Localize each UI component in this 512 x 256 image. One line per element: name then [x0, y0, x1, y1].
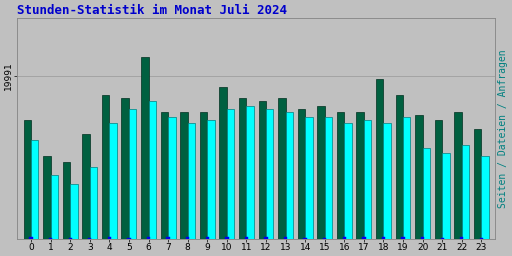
Bar [259, 101, 266, 256]
Bar [147, 237, 150, 239]
Bar [227, 109, 234, 256]
Bar [90, 167, 97, 256]
Bar [127, 238, 131, 239]
Bar [129, 109, 136, 256]
Bar [278, 98, 286, 256]
Bar [82, 134, 90, 256]
Bar [401, 238, 404, 239]
Bar [403, 118, 411, 256]
Bar [63, 162, 70, 256]
Bar [206, 237, 209, 239]
Bar [323, 238, 326, 239]
Bar [188, 123, 195, 256]
Bar [454, 112, 462, 256]
Bar [24, 120, 31, 256]
Bar [166, 237, 170, 239]
Bar [421, 237, 424, 239]
Bar [462, 145, 469, 256]
Text: Stunden-Statistik im Monat Juli 2024: Stunden-Statistik im Monat Juli 2024 [17, 4, 287, 17]
Bar [317, 106, 325, 256]
Bar [480, 238, 483, 239]
Bar [305, 118, 313, 256]
Bar [88, 238, 92, 239]
Bar [108, 237, 111, 239]
Bar [440, 238, 444, 239]
Bar [396, 95, 403, 256]
Bar [474, 129, 481, 256]
Bar [297, 109, 305, 256]
Bar [286, 112, 293, 256]
Bar [344, 123, 352, 256]
Bar [284, 237, 287, 239]
Bar [29, 237, 33, 239]
Y-axis label: Seiten / Dateien / Anfragen: Seiten / Dateien / Anfragen [498, 49, 508, 208]
Bar [246, 106, 254, 256]
Bar [49, 238, 52, 239]
Bar [442, 153, 450, 256]
Bar [148, 101, 156, 256]
Bar [141, 57, 148, 256]
Bar [435, 120, 442, 256]
Bar [337, 112, 344, 256]
Bar [460, 238, 463, 239]
Bar [481, 156, 489, 256]
Bar [422, 148, 430, 256]
Bar [245, 237, 248, 239]
Bar [356, 112, 364, 256]
Bar [121, 98, 129, 256]
Bar [343, 238, 346, 239]
Bar [266, 109, 273, 256]
Bar [225, 237, 228, 239]
Bar [382, 237, 385, 239]
Bar [239, 98, 246, 256]
Bar [383, 123, 391, 256]
Bar [304, 238, 307, 239]
Bar [376, 79, 383, 256]
Bar [43, 156, 51, 256]
Bar [364, 120, 371, 256]
Bar [102, 95, 110, 256]
Bar [31, 140, 38, 256]
Bar [69, 238, 72, 239]
Bar [362, 237, 366, 239]
Bar [168, 118, 176, 256]
Bar [186, 237, 189, 239]
Bar [70, 184, 78, 256]
Bar [110, 123, 117, 256]
Bar [161, 112, 168, 256]
Bar [325, 118, 332, 256]
Bar [51, 175, 58, 256]
Bar [207, 120, 215, 256]
Bar [264, 237, 268, 239]
Bar [180, 112, 188, 256]
Bar [219, 87, 227, 256]
Bar [200, 112, 207, 256]
Bar [415, 115, 422, 256]
